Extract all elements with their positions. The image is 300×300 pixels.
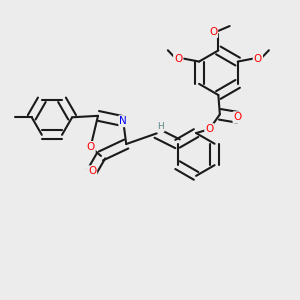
Text: N: N [119, 116, 127, 126]
Text: O: O [174, 54, 182, 64]
Text: O: O [234, 112, 242, 122]
Text: O: O [88, 167, 96, 176]
Text: O: O [254, 54, 262, 64]
Text: O: O [205, 124, 214, 134]
Text: H: H [157, 122, 164, 131]
Text: O: O [209, 27, 217, 37]
Text: O: O [86, 142, 95, 152]
